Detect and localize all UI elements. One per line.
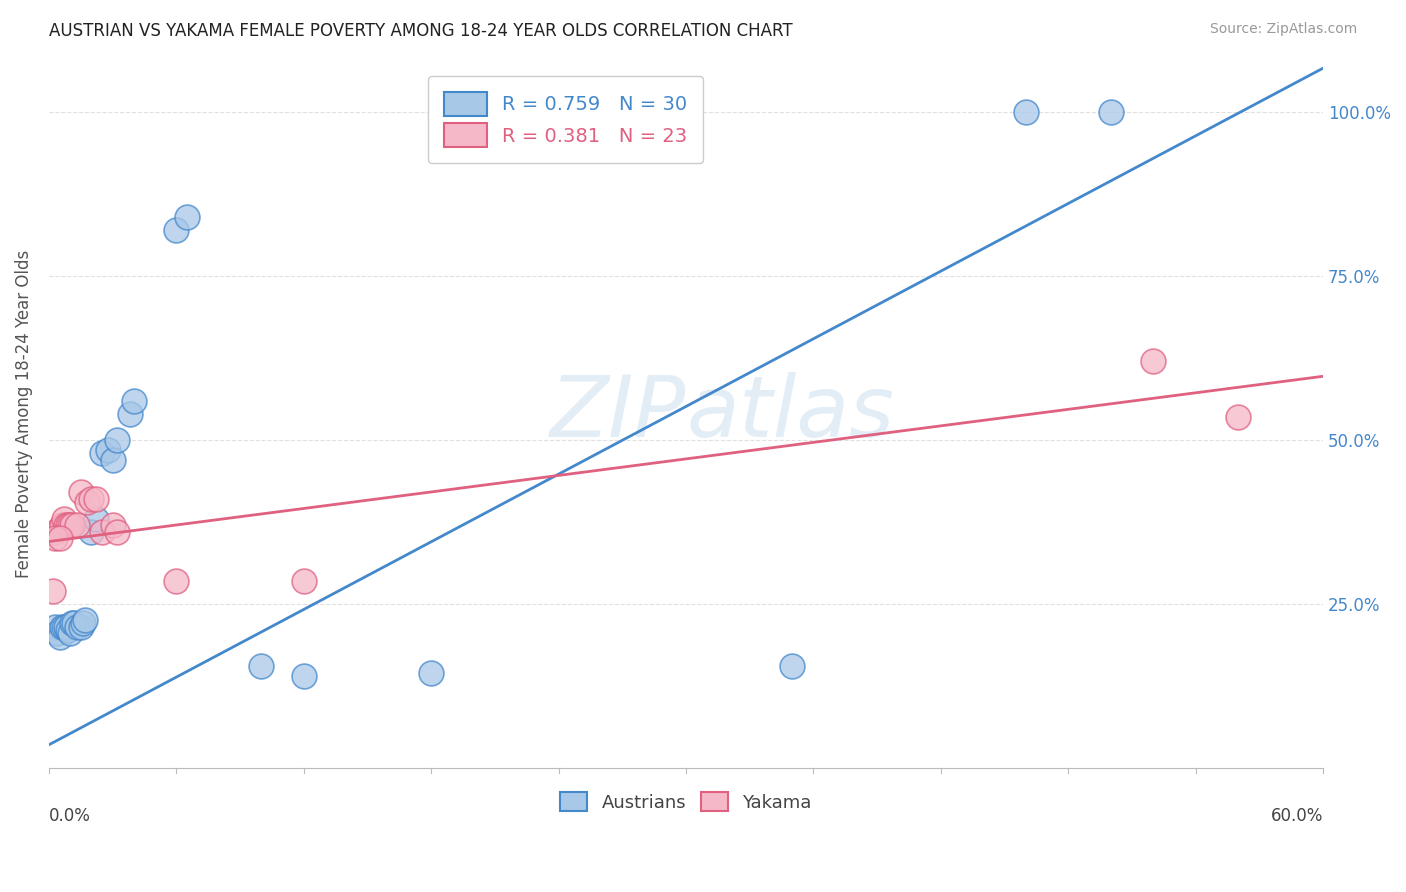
Point xyxy=(48,521,70,535)
Point xyxy=(780,659,803,673)
Point xyxy=(55,518,77,533)
Point xyxy=(76,495,98,509)
Text: 60.0%: 60.0% xyxy=(1271,806,1323,824)
Point xyxy=(69,620,91,634)
Point xyxy=(80,524,103,539)
Text: ZIP: ZIP xyxy=(550,372,686,455)
Point xyxy=(44,524,66,539)
Point xyxy=(55,620,77,634)
Point xyxy=(48,531,70,545)
Point xyxy=(1015,105,1038,120)
Point xyxy=(122,393,145,408)
Point xyxy=(91,524,114,539)
Point xyxy=(65,620,87,634)
Point xyxy=(165,574,187,588)
Point xyxy=(1099,105,1122,120)
Point xyxy=(84,491,107,506)
Point xyxy=(1142,354,1164,368)
Text: atlas: atlas xyxy=(686,372,894,455)
Point xyxy=(292,669,315,683)
Point xyxy=(63,616,86,631)
Point xyxy=(105,433,128,447)
Point xyxy=(48,630,70,644)
Point xyxy=(165,223,187,237)
Point xyxy=(65,518,87,533)
Point xyxy=(101,452,124,467)
Point xyxy=(59,626,82,640)
Point xyxy=(52,620,75,634)
Text: AUSTRIAN VS YAKAMA FEMALE POVERTY AMONG 18-24 YEAR OLDS CORRELATION CHART: AUSTRIAN VS YAKAMA FEMALE POVERTY AMONG … xyxy=(49,22,793,40)
Point xyxy=(51,620,73,634)
Point xyxy=(44,620,66,634)
Point xyxy=(52,511,75,525)
Point xyxy=(72,616,94,631)
Point xyxy=(176,210,198,224)
Point xyxy=(44,531,66,545)
Text: 0.0%: 0.0% xyxy=(49,806,91,824)
Point xyxy=(292,574,315,588)
Point xyxy=(101,518,124,533)
Point xyxy=(56,623,79,637)
Point xyxy=(97,442,120,457)
Point xyxy=(59,518,82,533)
Point xyxy=(69,485,91,500)
Point xyxy=(91,446,114,460)
Point xyxy=(118,407,141,421)
Point xyxy=(42,583,65,598)
Point xyxy=(75,613,97,627)
Point xyxy=(46,626,69,640)
Point xyxy=(60,518,83,533)
Text: Source: ZipAtlas.com: Source: ZipAtlas.com xyxy=(1209,22,1357,37)
Point xyxy=(420,665,443,680)
Point xyxy=(60,616,83,631)
Point xyxy=(105,524,128,539)
Y-axis label: Female Poverty Among 18-24 Year Olds: Female Poverty Among 18-24 Year Olds xyxy=(15,250,32,578)
Point xyxy=(84,511,107,525)
Point xyxy=(56,518,79,533)
Legend: Austrians, Yakama: Austrians, Yakama xyxy=(553,785,820,819)
Point xyxy=(80,491,103,506)
Point xyxy=(250,659,273,673)
Point xyxy=(1227,409,1250,424)
Point xyxy=(51,518,73,533)
